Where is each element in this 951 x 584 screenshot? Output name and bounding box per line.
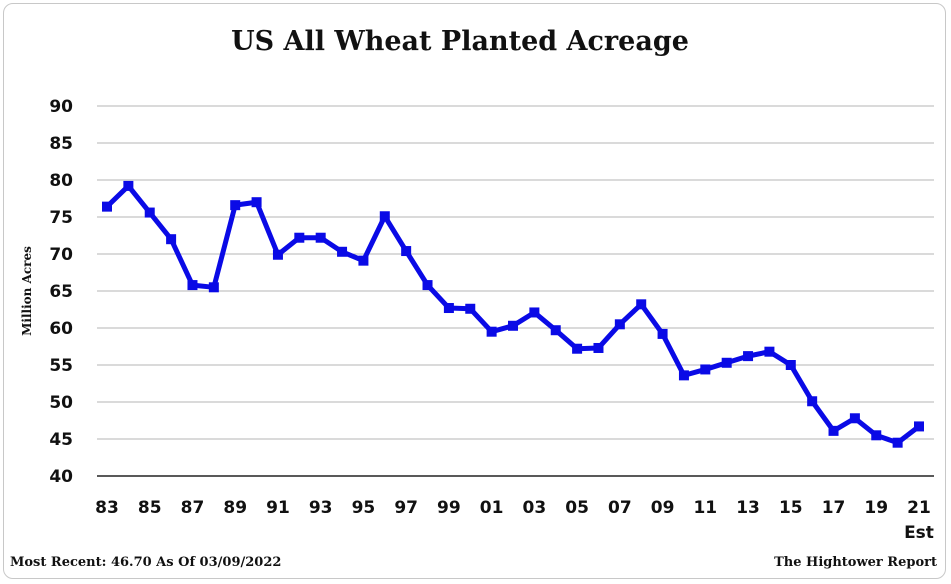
footer-source: The Hightower Report	[774, 555, 937, 570]
x-tick-label: 15	[779, 498, 803, 518]
data-point-03	[529, 307, 540, 318]
x-tick-label: 97	[394, 498, 418, 518]
data-point-91	[272, 249, 283, 260]
x-tick-label: 17	[822, 498, 846, 518]
x-tick-label: 07	[608, 498, 632, 518]
data-point-11	[700, 364, 711, 375]
y-tick-label: 65	[49, 282, 73, 302]
data-point-08	[636, 299, 647, 310]
series-layer	[102, 180, 924, 448]
x-tick-label: 05	[565, 498, 589, 518]
x-tick-label: 21	[907, 498, 931, 518]
y-tick-labels: 40 45 50 55 60 65 70 75 80 85 90	[49, 97, 73, 487]
chart-title: US All Wheat Planted Acreage	[231, 26, 689, 57]
data-point-12	[721, 357, 732, 368]
data-point-93	[315, 232, 326, 243]
gridlines	[97, 105, 934, 477]
data-point-10	[678, 370, 689, 381]
data-point-85	[144, 207, 155, 218]
x-annotation-est: Est	[904, 523, 934, 543]
y-axis-label: Million Acres	[20, 246, 34, 336]
x-tick-label: 99	[437, 498, 461, 518]
data-point-86	[166, 234, 177, 245]
data-point-07	[614, 319, 625, 330]
data-point-84	[123, 180, 134, 191]
y-tick-label: 45	[49, 430, 73, 450]
x-tick-label: 87	[181, 498, 205, 518]
data-point-15	[785, 360, 796, 370]
y-tick-label: 40	[49, 467, 73, 487]
data-point-94	[337, 246, 348, 257]
data-point-14	[764, 346, 775, 357]
data-point-97	[401, 246, 412, 257]
x-tick-labels: 83 85 87 89 91 93 95 97 99 01 03 05 07 09 11 13 15 17 19 21	[95, 498, 931, 518]
x-tick-label: 95	[352, 498, 376, 518]
y-tick-label: 90	[49, 97, 73, 117]
data-point-99	[443, 303, 454, 314]
x-tick-label: 01	[480, 498, 504, 518]
data-point-01	[486, 326, 497, 337]
x-tick-label: 11	[693, 498, 717, 518]
x-tick-label: 19	[864, 498, 888, 518]
data-point-13	[743, 351, 754, 362]
footer-most-recent: Most Recent: 46.70 As Of 03/09/2022	[10, 555, 282, 570]
x-tick-label: 09	[651, 498, 675, 518]
x-tick-label: 83	[95, 498, 119, 518]
data-point-18	[849, 413, 860, 424]
data-point-92	[294, 232, 305, 243]
data-point-95	[358, 255, 369, 266]
x-tick-label: 85	[138, 498, 162, 518]
data-point-89	[230, 200, 241, 211]
y-tick-label: 70	[49, 245, 73, 265]
y-tick-label: 55	[49, 356, 73, 376]
data-point-98	[422, 280, 433, 291]
series-line	[105, 183, 921, 446]
data-point-05	[572, 343, 583, 354]
data-point-96	[379, 211, 390, 222]
y-tick-label: 60	[49, 319, 73, 339]
y-tick-label: 50	[49, 393, 73, 413]
data-point-88	[208, 282, 219, 293]
data-point-06	[593, 342, 604, 353]
data-point-04	[550, 325, 561, 336]
data-point-17	[828, 425, 839, 436]
x-tick-label: 91	[266, 498, 290, 518]
data-point-90	[251, 197, 262, 208]
x-tick-label: 13	[736, 498, 760, 518]
data-point-00	[465, 303, 476, 314]
data-point-83	[102, 201, 112, 212]
data-point-19	[871, 430, 882, 441]
data-point-21	[914, 421, 924, 432]
data-point-87	[187, 280, 198, 291]
y-tick-label: 75	[49, 208, 73, 228]
x-tick-label: 93	[309, 498, 333, 518]
x-tick-label: 03	[523, 498, 547, 518]
data-point-09	[657, 328, 668, 339]
y-tick-label: 85	[49, 134, 73, 154]
data-point-02	[508, 320, 518, 331]
data-point-16	[807, 396, 818, 407]
data-point-20	[892, 437, 903, 448]
y-tick-label: 80	[49, 171, 73, 191]
x-tick-label: 89	[223, 498, 247, 518]
